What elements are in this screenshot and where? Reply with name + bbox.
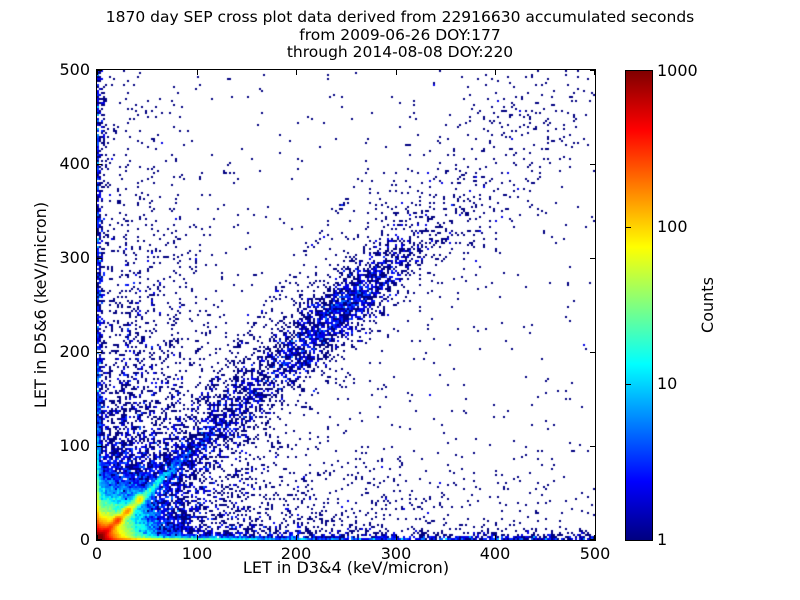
tick-mark bbox=[97, 258, 102, 259]
colorbar bbox=[625, 70, 653, 541]
y-tick-label: 400 bbox=[59, 154, 90, 173]
tick-mark bbox=[495, 535, 496, 540]
tick-mark bbox=[97, 70, 98, 75]
chart-title-block: 1870 day SEP cross plot data derived fro… bbox=[0, 8, 800, 62]
tick-mark bbox=[594, 535, 595, 540]
chart-title-line1: 1870 day SEP cross plot data derived fro… bbox=[105, 8, 695, 26]
y-tick-label: 200 bbox=[59, 342, 90, 361]
scatter-canvas bbox=[97, 70, 595, 540]
chart-title-line3: through 2014-08-08 DOY:220 bbox=[286, 43, 514, 61]
tick-mark bbox=[197, 535, 198, 540]
tick-mark bbox=[626, 384, 631, 385]
x-tick-label: 200 bbox=[280, 544, 312, 563]
tick-mark bbox=[296, 70, 297, 75]
y-tick-label: 0 bbox=[79, 530, 90, 549]
tick-mark bbox=[594, 70, 595, 75]
colorbar-label: Counts bbox=[698, 277, 717, 333]
x-tick-label: 0 bbox=[91, 544, 103, 563]
tick-mark bbox=[396, 535, 397, 540]
x-tick-label: 100 bbox=[181, 544, 213, 563]
x-tick-label: 300 bbox=[380, 544, 412, 563]
x-axis-label: LET in D3&4 (keV/micron) bbox=[242, 558, 450, 577]
tick-mark bbox=[97, 164, 102, 165]
tick-mark bbox=[590, 446, 595, 447]
x-tick-label: 500 bbox=[579, 544, 611, 563]
tick-mark bbox=[97, 535, 98, 540]
tick-mark bbox=[626, 227, 631, 228]
y-tick-label: 100 bbox=[59, 436, 90, 455]
tick-mark bbox=[97, 446, 102, 447]
y-axis-label: LET in D5&6 (keV/micron) bbox=[31, 201, 50, 409]
tick-mark bbox=[590, 539, 595, 540]
chart-title-line2: from 2009-06-26 DOY:177 bbox=[299, 25, 501, 44]
x-tick-label: 400 bbox=[479, 544, 511, 563]
colorbar-tick-label: 1 bbox=[657, 530, 668, 549]
tick-mark bbox=[590, 258, 595, 259]
tick-mark bbox=[296, 535, 297, 540]
colorbar-tick-label: 10 bbox=[657, 373, 678, 393]
y-tick-label: 300 bbox=[59, 248, 90, 267]
colorbar-tick-label: 1000 bbox=[657, 61, 698, 80]
tick-mark bbox=[97, 70, 102, 71]
tick-mark bbox=[590, 352, 595, 353]
tick-mark bbox=[97, 352, 102, 353]
tick-mark bbox=[197, 70, 198, 75]
plot-area bbox=[96, 69, 596, 541]
tick-mark bbox=[396, 70, 397, 75]
tick-mark bbox=[590, 70, 595, 71]
colorbar-tick-label: 100 bbox=[657, 217, 688, 237]
tick-mark bbox=[590, 164, 595, 165]
tick-mark bbox=[97, 539, 102, 540]
y-tick-label: 500 bbox=[59, 60, 90, 79]
tick-mark bbox=[495, 70, 496, 75]
